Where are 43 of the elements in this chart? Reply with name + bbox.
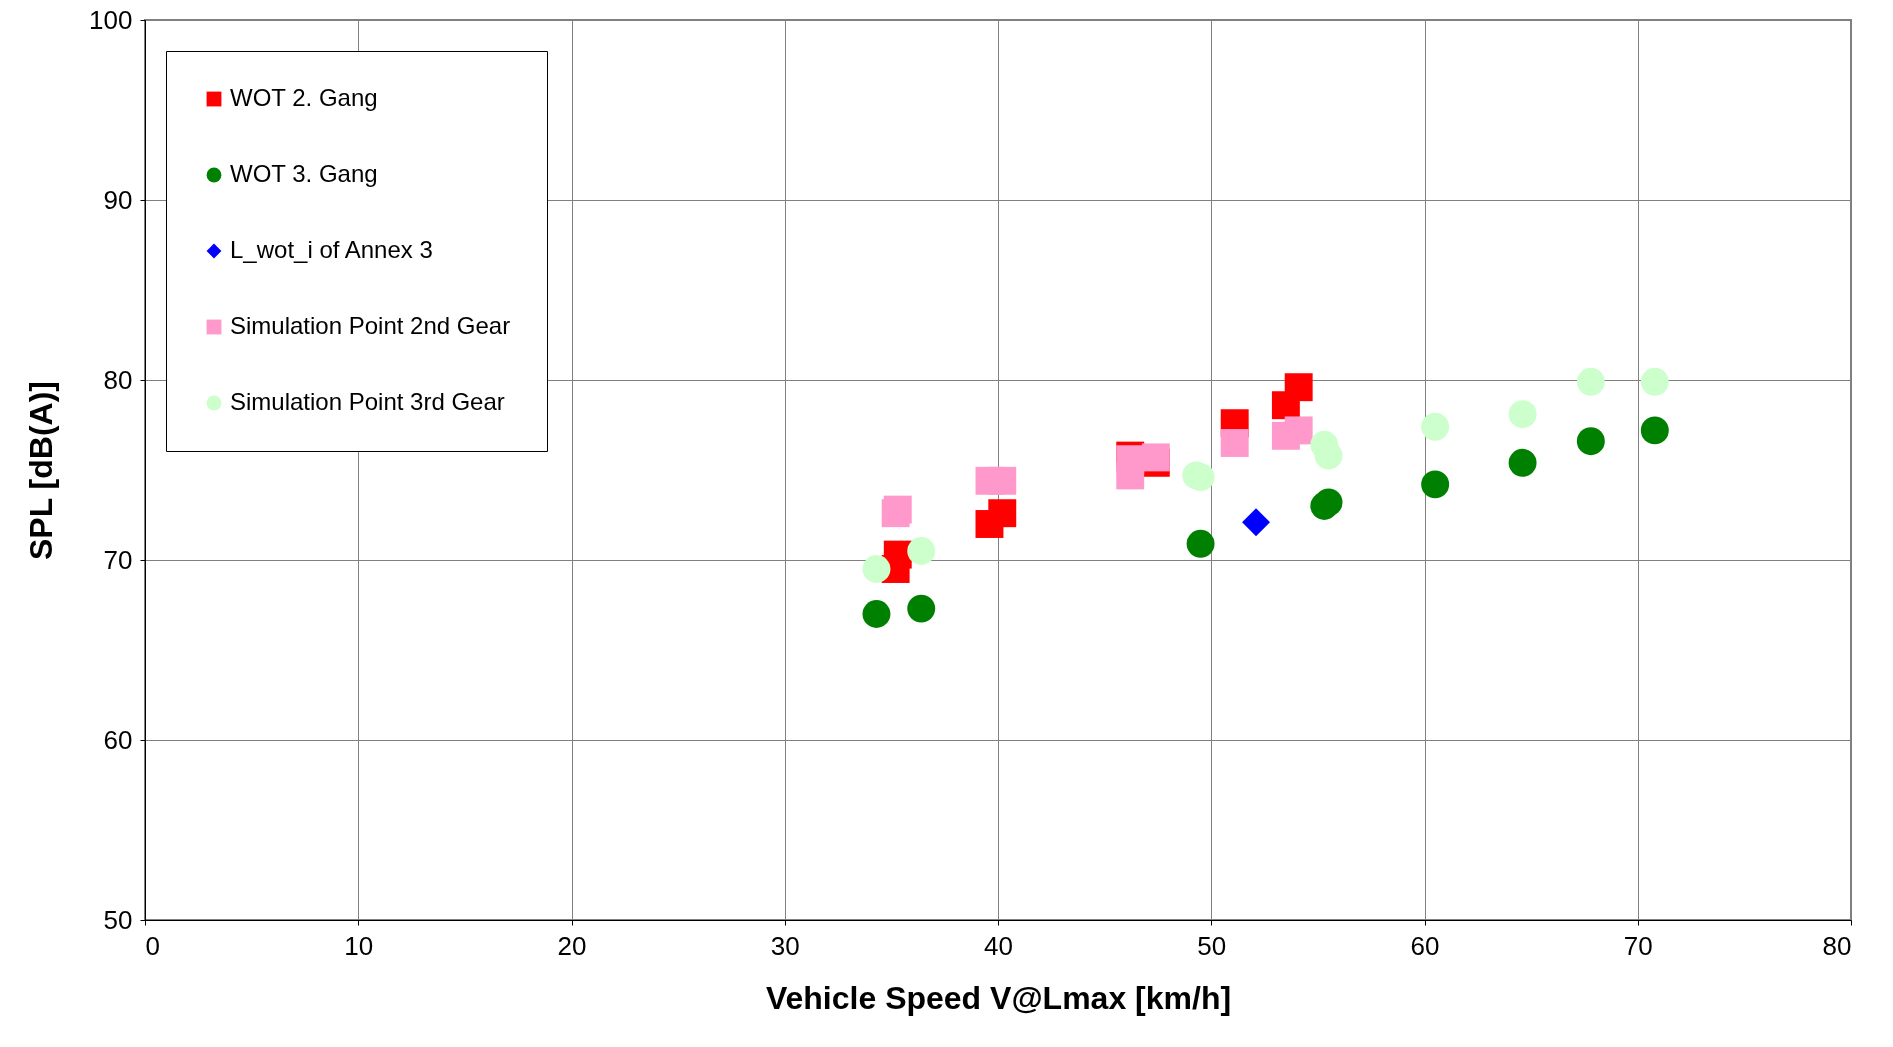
point <box>907 594 936 623</box>
point <box>1421 470 1450 499</box>
y-tick-label: 50 <box>103 904 133 935</box>
point <box>1220 429 1249 457</box>
legend-label: WOT 3. Gang <box>230 160 378 187</box>
point <box>862 600 891 628</box>
point <box>1242 508 1270 537</box>
y-axis-title: SPL [dB(A)] <box>23 381 60 560</box>
point <box>1640 416 1669 445</box>
point <box>1508 400 1537 429</box>
point <box>988 466 1017 495</box>
y-tick-label: 80 <box>103 364 133 395</box>
y-tick-label: 100 <box>89 4 133 35</box>
point <box>988 499 1017 528</box>
y-tick-label: 90 <box>103 184 133 215</box>
x-tick-label: 50 <box>1197 930 1227 961</box>
point <box>1284 373 1313 402</box>
point <box>862 555 891 583</box>
point <box>907 537 936 565</box>
point <box>1576 367 1605 396</box>
x-tick-label: 40 <box>984 930 1013 961</box>
x-tick-label: 30 <box>770 930 800 961</box>
y-tick-label: 60 <box>103 724 133 755</box>
x-tick-label: 80 <box>1822 930 1852 961</box>
legend-label: Simulation Point 2nd Gear <box>230 312 511 339</box>
x-tick-label: 20 <box>557 930 587 961</box>
x-tick-label: 60 <box>1410 930 1440 961</box>
point <box>1640 367 1669 396</box>
x-tick-label: 10 <box>344 930 374 961</box>
point <box>1421 412 1450 441</box>
point <box>1508 448 1537 477</box>
point <box>1576 427 1605 456</box>
point <box>1141 443 1170 472</box>
y-tick-label: 70 <box>103 544 133 575</box>
legend-label: Simulation Point 3rd Gear <box>230 388 505 415</box>
point <box>1116 461 1145 490</box>
x-tick-label: 70 <box>1623 930 1653 961</box>
point <box>1284 416 1313 445</box>
legend-label: L_wot_i of Annex 3 <box>230 236 433 263</box>
point <box>1186 529 1215 558</box>
x-tick-label: 0 <box>145 930 160 961</box>
legend-label: WOT 2. Gang <box>230 84 378 111</box>
x-axis-title: Vehicle Speed V@Lmax [km/h] <box>765 979 1232 1016</box>
